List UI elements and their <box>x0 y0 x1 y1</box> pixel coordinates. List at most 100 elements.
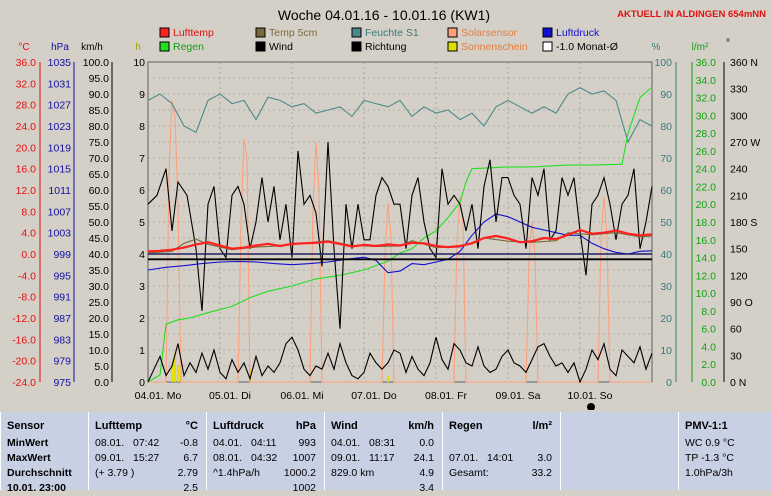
tick-dir-2: 300 <box>730 110 748 122</box>
tick-sun-0: 10 <box>133 57 145 69</box>
tick-wind-12: 40.0 <box>89 249 110 261</box>
stats-temp-avg-value: 2.79 <box>177 467 198 479</box>
tick-pressure-12: 987 <box>53 313 71 325</box>
tick-humidity-4: 60 <box>660 185 672 197</box>
stats-rain-unit: l/m² <box>532 420 552 432</box>
stats-temp-max-value: 6.7 <box>183 452 198 464</box>
legend-label-9: -1.0 Monat-Ø <box>556 41 618 53</box>
tick-sun-9: 1 <box>139 345 145 357</box>
series-feuchte-s1 <box>147 86 653 144</box>
tick-dir-9: 90 O <box>730 297 753 309</box>
tick-dir-5: 210 <box>730 190 748 202</box>
legend-swatch-5 <box>159 41 170 52</box>
tick-humidity-8: 20 <box>660 313 672 325</box>
tick-pressure-1: 1031 <box>48 78 72 90</box>
tick-wind-16: 20.0 <box>89 313 110 325</box>
stats-temp-current-value: 2.5 <box>183 482 198 494</box>
legend-label-8: Sonnenschein <box>461 41 528 53</box>
axis-unit-dir: ° <box>726 38 730 49</box>
stats-pmv-pressure-trend: 1.0hPa/3h <box>685 467 733 479</box>
tick-pressure-14: 979 <box>53 356 71 368</box>
legend-label-2: Feuchte S1 <box>365 27 419 39</box>
stats-rain-header: Regen <box>449 420 483 432</box>
stats-wind-distance: 829.0 km <box>331 467 375 479</box>
series-solarsensor <box>148 100 652 383</box>
tick-wind-17: 15.0 <box>89 329 110 341</box>
tick-pressure-9: 999 <box>53 249 71 261</box>
tick-temp-1: 32.0 <box>16 78 37 90</box>
legend-swatch-1 <box>255 27 266 38</box>
legend-swatch-2 <box>351 27 362 38</box>
axis-unit-wind: km/h <box>81 42 103 53</box>
tick-dir-0: 360 N <box>730 57 758 69</box>
axis-unit-rain: l/m² <box>692 42 709 53</box>
tick-pressure-2: 1027 <box>48 100 72 112</box>
tick-temp-5: 16.0 <box>16 164 37 176</box>
tick-pressure-15: 975 <box>53 377 71 389</box>
series-luftdruck <box>147 213 653 274</box>
tick-rain-17: 2.0 <box>701 359 716 371</box>
stats-pressure-max-time: 04:32 <box>251 452 278 464</box>
tick-pressure-13: 983 <box>53 334 71 346</box>
legend-swatch-0 <box>159 27 170 38</box>
tick-wind-10: 50.0 <box>89 217 110 229</box>
tick-rain-6: 24.0 <box>696 164 717 176</box>
tick-wind-13: 35.0 <box>89 265 110 277</box>
tick-dir-3: 270 W <box>730 137 760 149</box>
tick-sun-8: 2 <box>139 313 145 325</box>
tick-wind-8: 60.0 <box>89 185 110 197</box>
tick-rain-0: 36.0 <box>696 57 717 69</box>
tick-wind-20: 0.0 <box>94 377 109 389</box>
legend-swatch-4 <box>542 27 553 38</box>
tick-rain-15: 6.0 <box>701 324 716 336</box>
series-wind <box>147 336 653 384</box>
stats-pmv-windchill: WC 0.9 °C <box>685 437 735 449</box>
tick-temp-2: 28.0 <box>16 100 37 112</box>
tick-humidity-1: 90 <box>660 89 672 101</box>
tick-pressure-7: 1007 <box>48 206 72 218</box>
tick-sun-1: 9 <box>139 89 145 101</box>
tick-temp-8: 4.0 <box>21 228 36 240</box>
stats-pressure-current-value: 1002 <box>292 482 316 494</box>
stats-wind-panel: Wind km/h 04.01. 08:31 0.0 09.01. 11:17 24.1… <box>324 412 442 494</box>
tick-temp-3: 24.0 <box>16 121 37 133</box>
stats-pressure-trend: ^1.4hPa/h <box>213 467 260 479</box>
tick-wind-5: 75.0 <box>89 137 110 149</box>
tick-rain-4: 28.0 <box>696 128 717 140</box>
tick-rain-10: 16.0 <box>696 235 717 247</box>
stats-pressure-min-date: 04.01. <box>213 437 243 449</box>
stats-rain-panel: Regen l/m² 07.01. 14:01 3.0 Gesamt: 33.2 <box>442 412 560 490</box>
tick-rain-8: 20.0 <box>696 199 717 211</box>
stats-rain-max-date: 07.01. <box>449 452 479 464</box>
chart-svg: Woche 04.01.16 - 10.01.16 (KW1) AKTUELL I… <box>12 7 766 411</box>
stats-pressure-max-value: 1007 <box>292 452 316 464</box>
tick-rain-2: 32.0 <box>696 93 717 105</box>
tick-wind-6: 70.0 <box>89 153 110 165</box>
series-lufttemp <box>147 228 653 253</box>
tick-dir-11: 30 <box>730 350 742 362</box>
tick-humidity-10: 0 <box>666 377 672 389</box>
tick-dir-4: 240 <box>730 164 748 176</box>
tick-pressure-3: 1023 <box>48 121 72 133</box>
tick-temp-6: 12.0 <box>16 185 37 197</box>
tick-dir-7: 150 <box>730 244 748 256</box>
legend-label-5: Regen <box>173 41 204 53</box>
tick-rain-7: 22.0 <box>696 181 717 193</box>
tick-wind-1: 95.0 <box>89 73 110 85</box>
stats-wind-current-value: 3.4 <box>419 482 434 494</box>
tick-rain-14: 8.0 <box>701 306 716 318</box>
tick-rain-9: 18.0 <box>696 217 717 229</box>
tick-pressure-10: 995 <box>53 270 71 282</box>
stats-rain-max-time: 14:01 <box>487 452 514 464</box>
tick-temp-7: 8.0 <box>21 206 36 218</box>
tick-wind-3: 85.0 <box>89 105 110 117</box>
tick-dir-6: 180 S <box>730 217 757 229</box>
stats-wind-unit: km/h <box>408 420 434 432</box>
tick-dir-1: 330 <box>730 84 748 96</box>
tick-pressure-4: 1019 <box>48 142 72 154</box>
live-location-label: AKTUELL IN ALDINGEN 654mNN <box>617 9 766 20</box>
stats-wind-max-date: 09.01. <box>331 452 361 464</box>
stats-row-max-label: MaxWert <box>7 452 51 464</box>
weather-chart: Woche 04.01.16 - 10.01.16 (KW1) AKTUELL I… <box>12 7 767 411</box>
stats-sensor-panel: Sensor MinWert MaxWert Durchschnitt 10.0… <box>0 412 88 494</box>
